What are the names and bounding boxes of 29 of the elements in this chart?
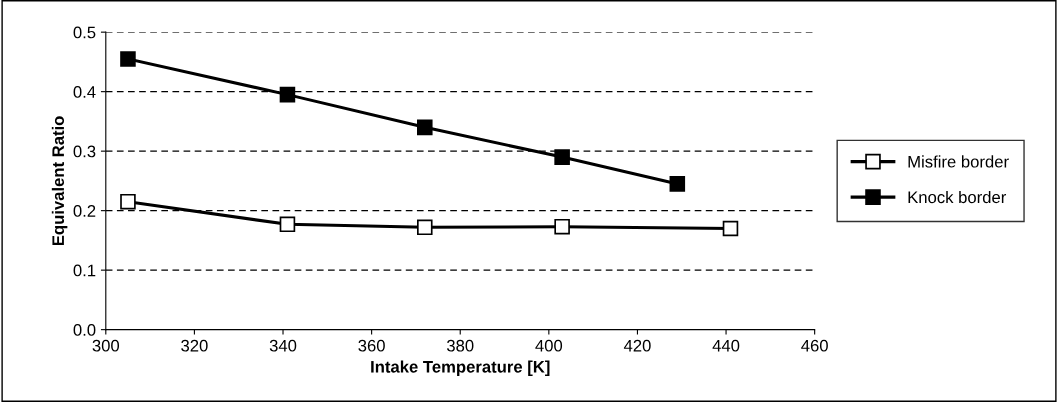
y-tick-label: 0.2 bbox=[73, 205, 96, 217]
point bbox=[417, 119, 433, 136]
point bbox=[120, 51, 136, 67]
point bbox=[279, 86, 296, 103]
x-tick-label: 340 bbox=[269, 339, 297, 352]
y-tick-label: 0.1 bbox=[73, 264, 96, 277]
point bbox=[722, 220, 739, 237]
point bbox=[417, 219, 433, 236]
x-tick-label: 320 bbox=[181, 339, 208, 352]
x-tick-label: 400 bbox=[535, 339, 563, 352]
legend-label: Misfire border bbox=[908, 155, 1009, 168]
y-tick-label: 0.4 bbox=[73, 86, 96, 98]
x-tick-label: 460 bbox=[801, 339, 828, 352]
x-tick-label: 360 bbox=[358, 339, 385, 352]
point bbox=[279, 216, 296, 233]
x-tick-label: 300 bbox=[92, 339, 120, 352]
x-tick-label: 440 bbox=[712, 339, 740, 352]
x-axis-title: Intake Temperature [K] bbox=[371, 360, 550, 376]
x-tick-label: 420 bbox=[623, 339, 651, 352]
point bbox=[554, 218, 570, 235]
legend-label: Knock border bbox=[908, 190, 1007, 204]
x-tick-label: 380 bbox=[446, 339, 474, 352]
point bbox=[554, 149, 570, 165]
point bbox=[120, 193, 136, 210]
y-axis-title: Equivalent Ratio bbox=[51, 116, 68, 246]
y-tick-label: 0.0 bbox=[73, 324, 96, 336]
y-tick-label: 0.3 bbox=[73, 145, 96, 158]
point bbox=[669, 176, 686, 192]
y-tick-label: 0.5 bbox=[73, 26, 96, 39]
